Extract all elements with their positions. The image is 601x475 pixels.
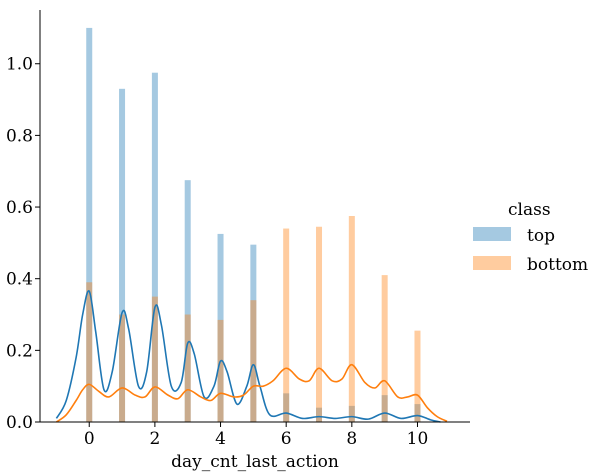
bar-bottom-7: [316, 226, 323, 422]
y-tick-label: 0.6: [6, 198, 33, 218]
bar-top-7: [316, 407, 323, 422]
kde-line-top: [55, 290, 441, 423]
bar-top-1: [119, 88, 126, 422]
bar-bottom-2: [151, 296, 158, 422]
bar-top-4: [217, 233, 224, 422]
bar-bottom-4: [217, 319, 224, 422]
legend-label-top: top: [527, 226, 555, 246]
legend-label-bottom: bottom: [527, 255, 588, 275]
x-axis-label: day_cnt_last_action: [171, 452, 339, 472]
y-ticks: 0.0 0.2 0.4 0.6 0.8 1.0: [6, 55, 40, 433]
y-tick-label: 0.8: [6, 126, 33, 146]
bar-top-2: [151, 72, 158, 422]
bar-bottom-8: [348, 216, 355, 422]
histogram-bars: [86, 27, 421, 422]
y-tick-label: 0.2: [6, 341, 33, 361]
x-tick-label: 4: [215, 429, 226, 449]
legend: class top bottom: [473, 200, 588, 275]
bar-top-10: [414, 404, 421, 422]
bar-bottom-9: [381, 275, 388, 422]
x-tick-label: 6: [281, 429, 292, 449]
y-tick-label: 0.4: [6, 270, 33, 290]
bar-bottom-10: [414, 330, 421, 422]
bar-top-9: [381, 395, 388, 422]
bar-top-5: [250, 244, 257, 422]
bar-bottom-0: [86, 282, 93, 422]
legend-title: class: [508, 200, 551, 220]
bar-bottom-3: [184, 314, 191, 422]
bar-top-3: [184, 180, 191, 422]
bar-top-0: [86, 27, 93, 422]
x-ticks: 0 2 4 6 8 10: [84, 422, 428, 449]
x-tick-label: 10: [407, 429, 429, 449]
bar-top-8: [348, 405, 355, 422]
x-tick-label: 2: [149, 429, 160, 449]
y-tick-label: 1.0: [6, 55, 33, 75]
bar-bottom-1: [119, 314, 126, 422]
bar-top-6: [283, 393, 290, 422]
kde-line-bottom: [55, 363, 448, 423]
axes: [39, 10, 470, 423]
x-tick-label: 0: [84, 429, 95, 449]
bar-bottom-5: [250, 300, 257, 422]
legend-swatch-bottom: [473, 256, 511, 270]
kde-curves: [55, 290, 448, 423]
y-tick-label: 0.0: [6, 413, 33, 433]
bar-bottom-6: [283, 228, 290, 422]
legend-swatch-top: [473, 227, 511, 241]
x-tick-label: 8: [346, 429, 357, 449]
